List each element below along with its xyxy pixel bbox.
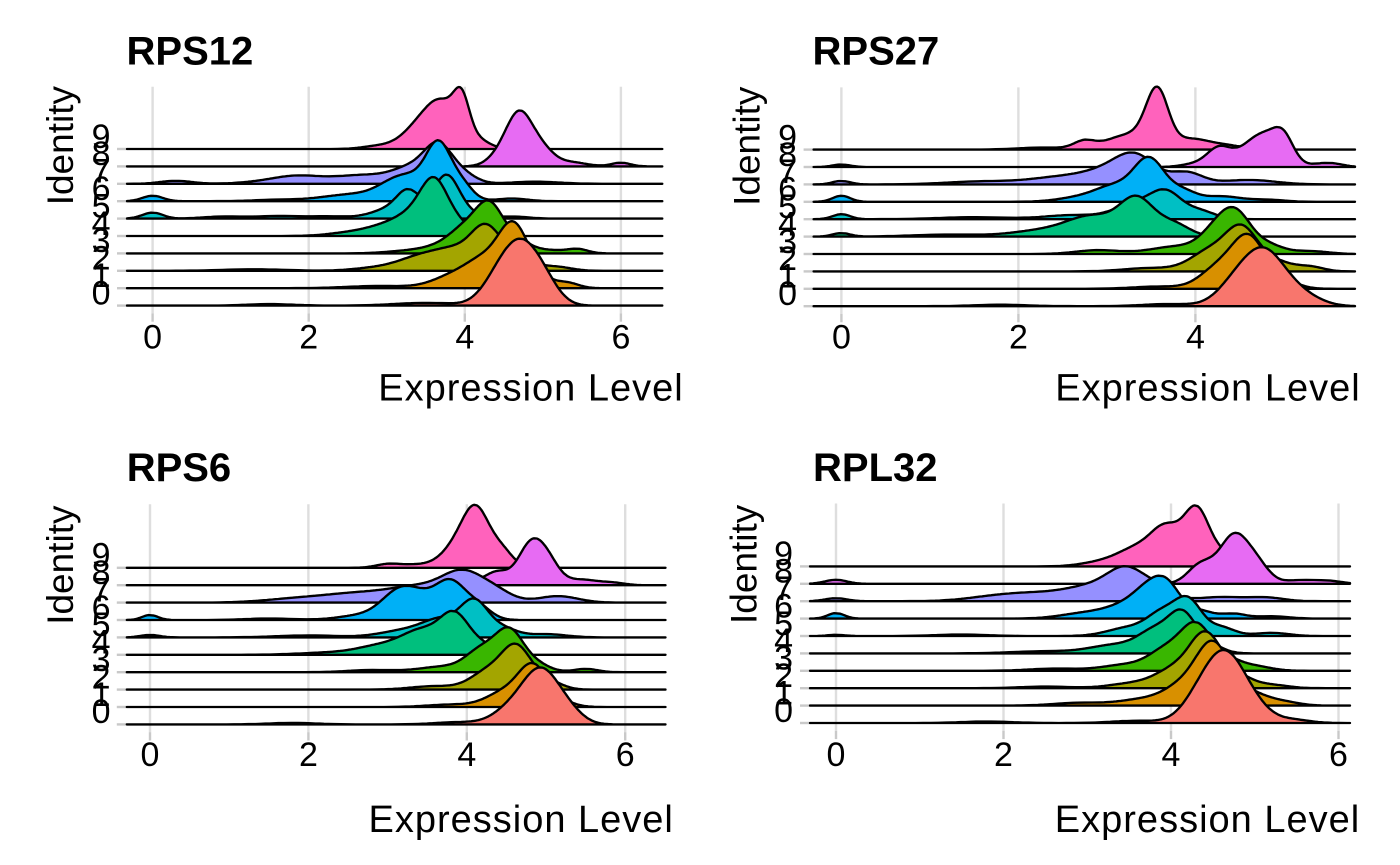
svg-text:Expression Level: Expression Level (1055, 799, 1360, 841)
svg-text:2: 2 (299, 736, 318, 774)
svg-text:RPS6: RPS6 (127, 446, 232, 490)
svg-text:2: 2 (92, 658, 111, 696)
svg-text:4: 4 (455, 318, 474, 356)
svg-text:4: 4 (92, 205, 111, 243)
svg-text:RPS27: RPS27 (813, 30, 940, 74)
svg-text:3: 3 (92, 222, 111, 260)
svg-text:0: 0 (832, 318, 851, 356)
svg-text:6: 6 (778, 171, 797, 209)
svg-text:0: 0 (141, 736, 160, 774)
svg-text:0: 0 (92, 274, 111, 312)
svg-text:6: 6 (92, 170, 111, 208)
svg-text:4: 4 (1162, 736, 1181, 774)
svg-text:2: 2 (774, 657, 793, 695)
svg-text:8: 8 (92, 135, 111, 173)
svg-text:Identity: Identity (724, 504, 765, 624)
svg-text:6: 6 (1329, 736, 1348, 774)
svg-text:6: 6 (611, 318, 630, 356)
svg-text:Expression Level: Expression Level (369, 799, 674, 841)
svg-text:0: 0 (92, 693, 111, 731)
svg-text:5: 5 (92, 187, 111, 225)
svg-text:1: 1 (774, 674, 793, 712)
svg-text:9: 9 (774, 535, 793, 573)
svg-text:6: 6 (616, 736, 635, 774)
svg-text:3: 3 (92, 641, 111, 679)
svg-text:4: 4 (1186, 318, 1205, 356)
svg-text:Expression Level: Expression Level (378, 368, 683, 410)
svg-text:2: 2 (92, 240, 111, 278)
svg-text:Expression Level: Expression Level (1055, 368, 1360, 410)
svg-text:5: 5 (774, 605, 793, 643)
svg-text:4: 4 (92, 624, 111, 662)
svg-text:5: 5 (92, 606, 111, 644)
svg-text:0: 0 (827, 736, 846, 774)
svg-text:3: 3 (774, 640, 793, 678)
svg-text:7: 7 (774, 570, 793, 608)
svg-text:2: 2 (299, 318, 318, 356)
svg-text:8: 8 (778, 136, 797, 174)
svg-text:8: 8 (774, 553, 793, 591)
svg-text:7: 7 (778, 153, 797, 191)
svg-text:1: 1 (92, 257, 111, 295)
svg-text:RPS12: RPS12 (127, 30, 254, 74)
svg-text:7: 7 (92, 571, 111, 609)
svg-text:9: 9 (92, 118, 111, 156)
svg-text:4: 4 (457, 736, 476, 774)
svg-text:1: 1 (778, 258, 797, 296)
svg-text:2: 2 (994, 736, 1013, 774)
svg-text:5: 5 (778, 188, 797, 226)
svg-text:0: 0 (143, 318, 162, 356)
svg-text:Identity: Identity (40, 86, 81, 206)
svg-text:0: 0 (774, 692, 793, 730)
svg-text:RPL32: RPL32 (813, 446, 938, 490)
svg-text:2: 2 (778, 240, 797, 278)
svg-text:7: 7 (92, 153, 111, 191)
svg-text:6: 6 (92, 589, 111, 627)
svg-text:6: 6 (774, 587, 793, 625)
svg-text:Identity: Identity (727, 86, 768, 206)
svg-text:9: 9 (92, 537, 111, 575)
svg-text:Identity: Identity (40, 505, 81, 625)
svg-text:8: 8 (92, 554, 111, 592)
svg-text:9: 9 (778, 118, 797, 156)
svg-text:1: 1 (92, 676, 111, 714)
svg-text:4: 4 (778, 205, 797, 243)
svg-text:4: 4 (774, 622, 793, 660)
svg-text:0: 0 (778, 275, 797, 313)
svg-text:2: 2 (1009, 318, 1028, 356)
svg-text:3: 3 (778, 223, 797, 261)
